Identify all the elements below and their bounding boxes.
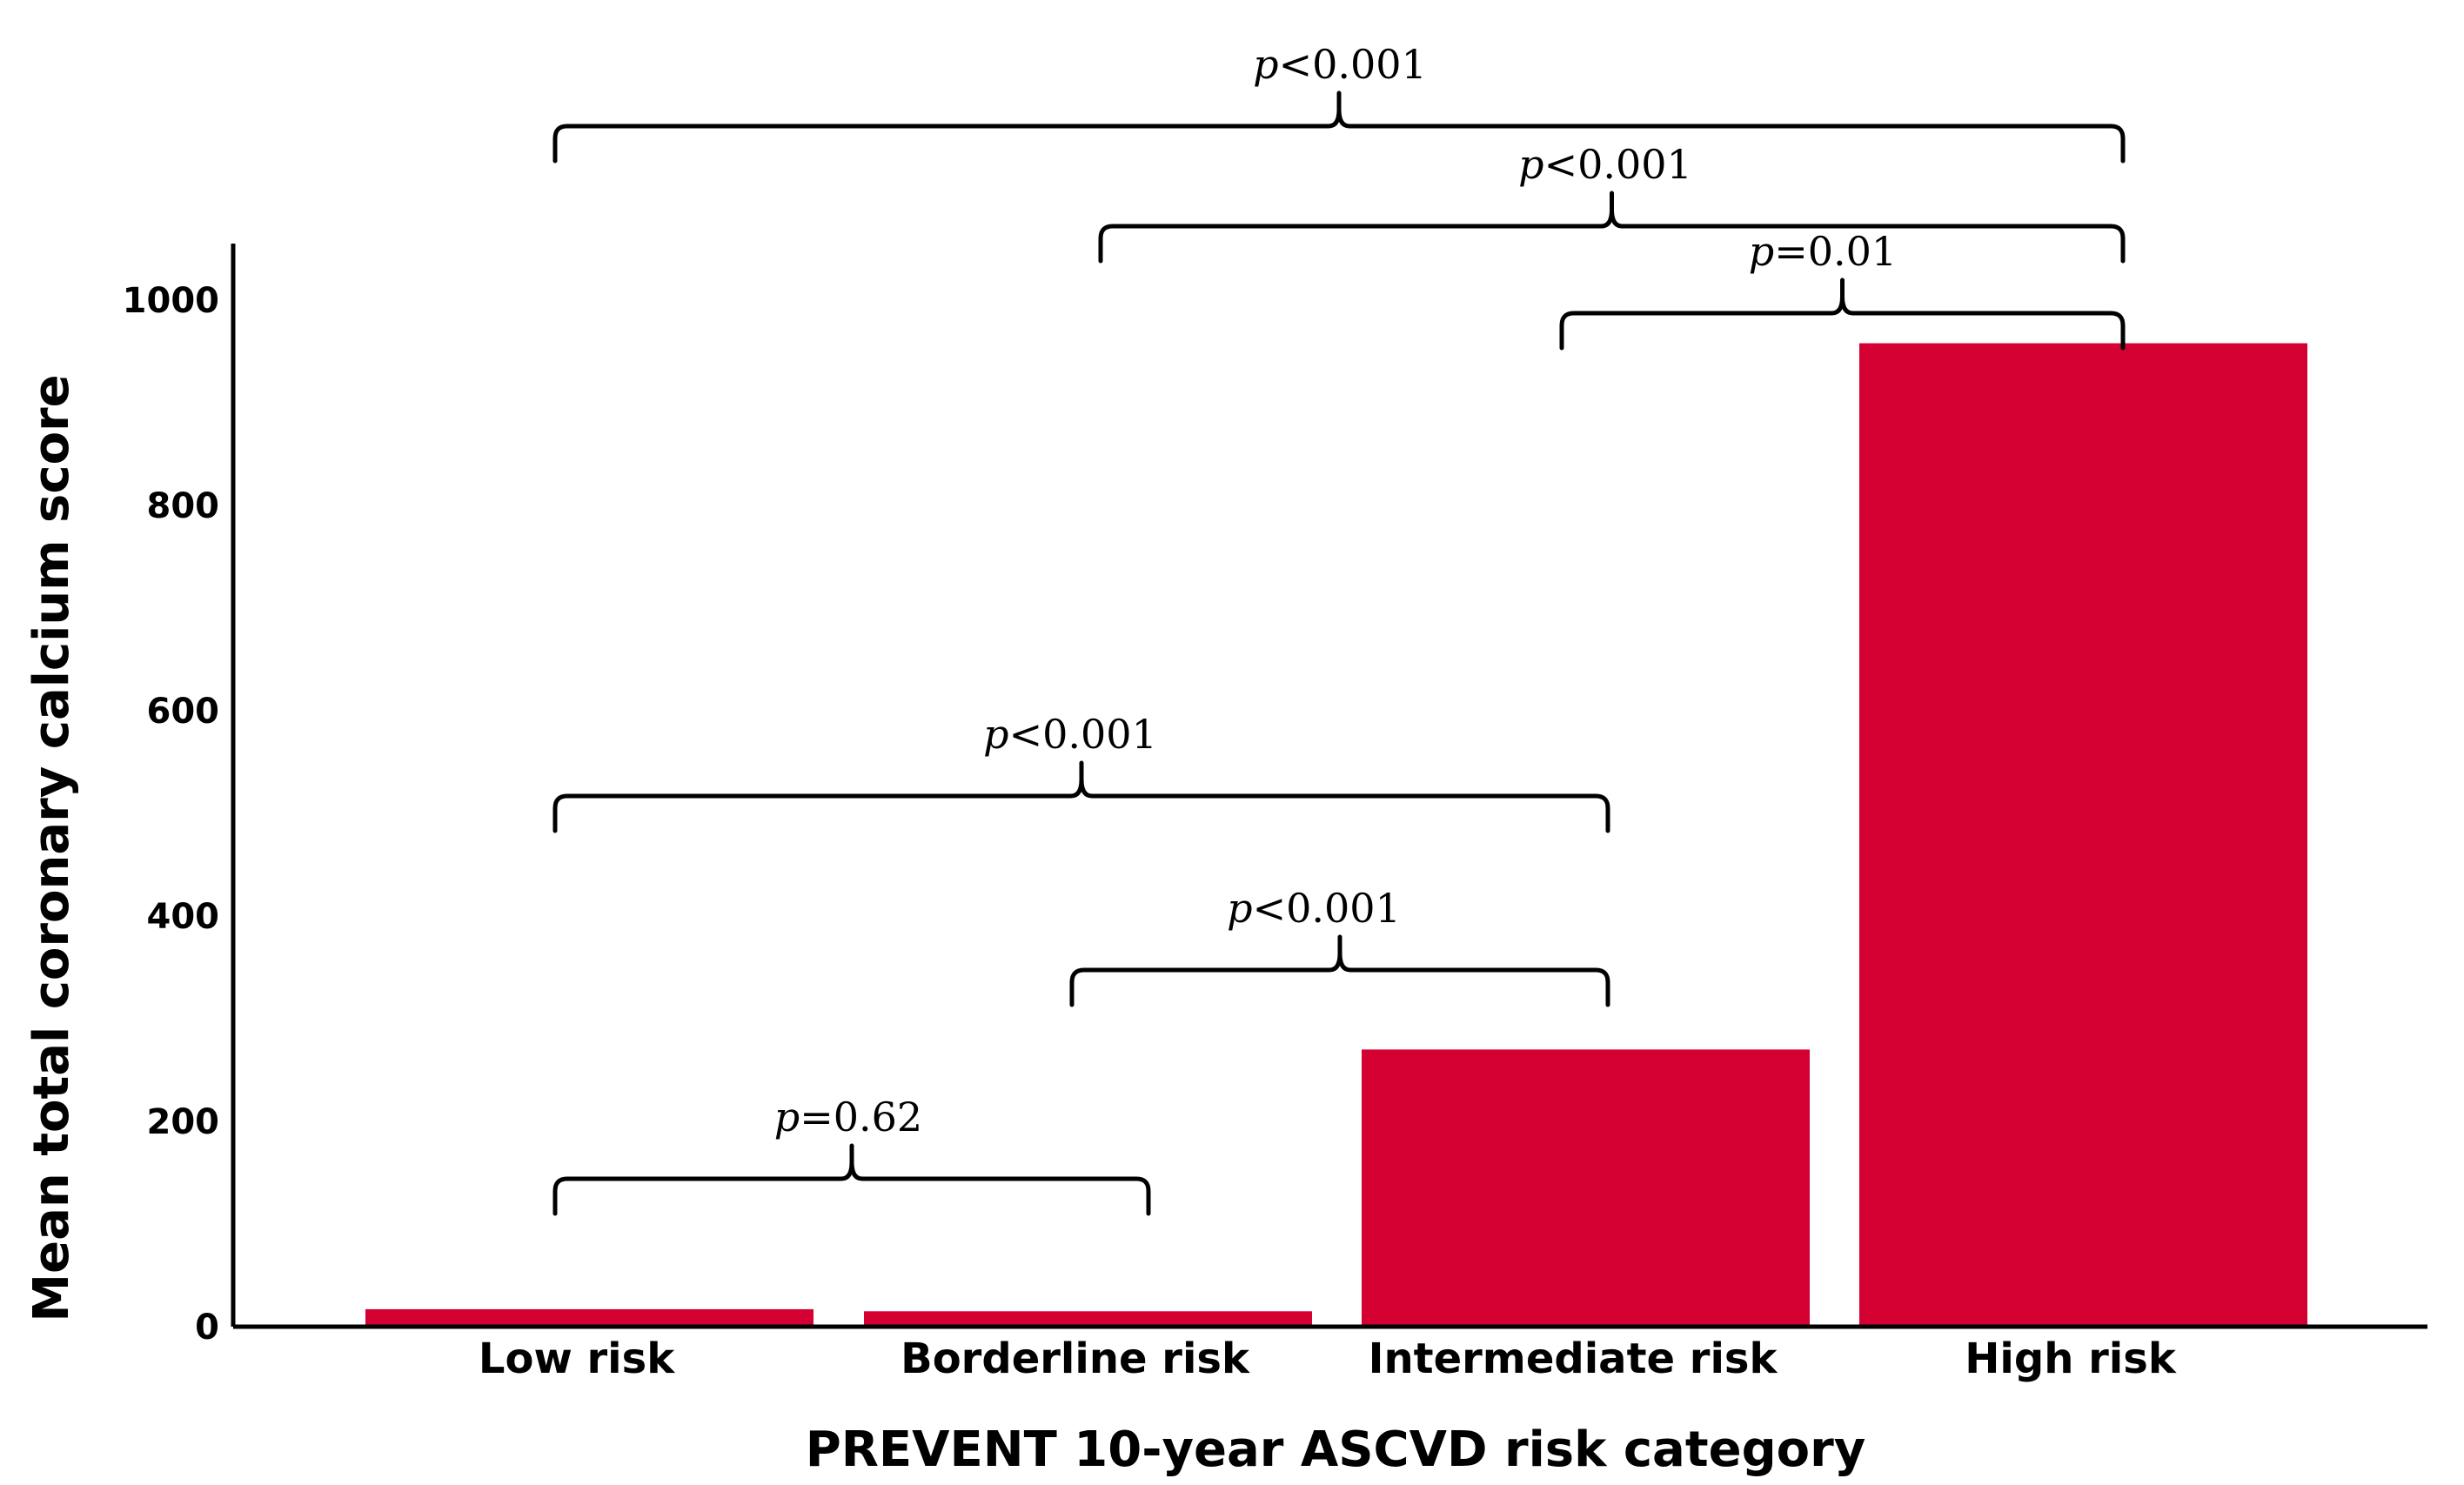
bar-low-risk bbox=[365, 1308, 814, 1327]
p-value-label: p<0.001 bbox=[1253, 41, 1427, 88]
y-tick-label: 800 bbox=[147, 486, 220, 526]
y-tick-labels: 0 200 400 600 800 1000 bbox=[123, 281, 219, 1348]
x-category-label: Borderline risk bbox=[901, 1334, 1250, 1383]
significance-bracket bbox=[552, 760, 1610, 833]
significance-bracket bbox=[552, 90, 2126, 164]
significance-bracket bbox=[1098, 191, 2126, 264]
p-value-label: p=0.62 bbox=[774, 1094, 922, 1141]
significance-brackets: p=0.62 p<0.001 p<0.001 p=0.01 p<0.001 p<0.001 bbox=[552, 41, 2126, 1216]
y-axis-title: Mean total coronary calcium score bbox=[23, 374, 80, 1321]
axes-layer bbox=[231, 244, 2427, 1329]
significance-bracket bbox=[1559, 278, 2126, 351]
p-value-label: p<0.001 bbox=[1518, 141, 1692, 188]
bar-borderline-risk bbox=[864, 1311, 1312, 1327]
significance-bracket bbox=[552, 1143, 1151, 1216]
bars-layer bbox=[365, 343, 2307, 1327]
p-value-label: p<0.001 bbox=[983, 711, 1157, 758]
significance-bracket bbox=[1069, 934, 1610, 1007]
bar-intermediate-risk bbox=[1362, 1049, 1810, 1327]
x-category-label: Intermediate risk bbox=[1369, 1334, 1778, 1383]
y-tick-label: 400 bbox=[147, 897, 220, 937]
y-tick-label: 600 bbox=[147, 692, 220, 732]
y-tick-label: 200 bbox=[147, 1102, 220, 1142]
y-tick-label: 1000 bbox=[123, 281, 219, 321]
x-category-label: Low risk bbox=[479, 1334, 675, 1383]
p-value-label: p<0.001 bbox=[1227, 885, 1401, 932]
bar-high-risk bbox=[1859, 343, 2307, 1327]
p-value-label: p=0.01 bbox=[1749, 228, 1897, 275]
x-category-label: High risk bbox=[1965, 1334, 2177, 1383]
x-axis-title: PREVENT 10-year ASCVD risk category bbox=[806, 1421, 1866, 1478]
x-category-labels: Low risk Borderline risk Intermediate risk… bbox=[479, 1334, 2177, 1383]
y-tick-label: 0 bbox=[195, 1308, 219, 1348]
